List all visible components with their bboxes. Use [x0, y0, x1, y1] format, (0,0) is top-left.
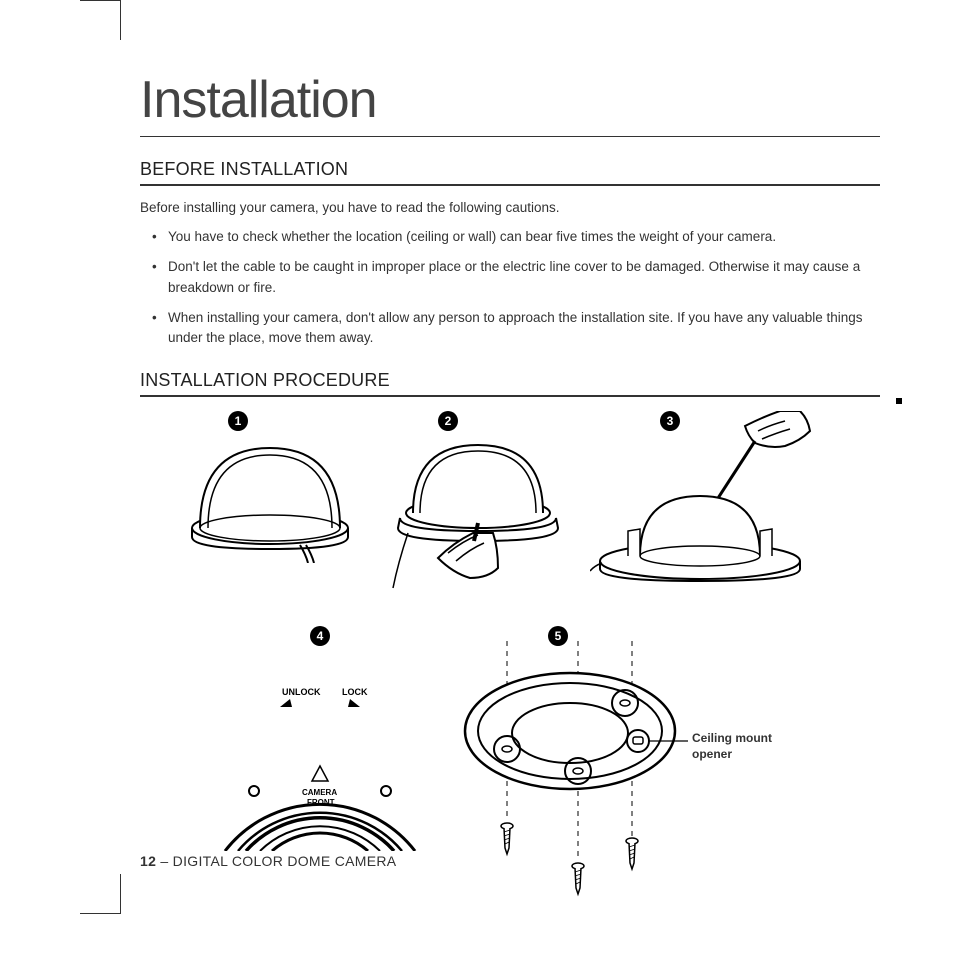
list-item: Don't let the cable to be caught in impr… — [168, 257, 880, 298]
before-heading: BEFORE INSTALLATION — [140, 159, 880, 186]
svg-text:FRONT: FRONT — [307, 798, 335, 807]
procedure-heading: INSTALLATION PROCEDURE — [140, 370, 880, 397]
step-5-illustration — [450, 641, 690, 901]
ceiling-mount-label: Ceiling mount opener — [692, 731, 802, 762]
list-item: You have to check whether the location (… — [168, 227, 880, 247]
step-3-illustration — [590, 411, 840, 591]
list-item: When installing your camera, don't allow… — [168, 308, 880, 349]
step-badge-1: 1 — [228, 411, 248, 431]
svg-text:CAMERA: CAMERA — [302, 788, 337, 797]
svg-text:LOCK: LOCK — [342, 687, 368, 697]
page-number: 12 — [140, 853, 156, 869]
step-4-illustration: UNLOCK LOCK CAMERA FRONT — [210, 651, 430, 851]
svg-text:UNLOCK: UNLOCK — [282, 687, 321, 697]
step-badge-2: 2 — [438, 411, 458, 431]
crop-mark-top — [80, 0, 120, 1]
page-content: Installation BEFORE INSTALLATION Before … — [140, 70, 880, 891]
footer-sep: – — [156, 853, 172, 869]
tab-marker — [896, 398, 902, 404]
step-badge-4: 4 — [310, 626, 330, 646]
page-footer: 12 – DIGITAL COLOR DOME CAMERA — [140, 853, 396, 869]
procedure-diagrams: 1 2 3 — [140, 411, 880, 891]
caution-list: You have to check whether the location (… — [140, 227, 880, 348]
before-intro: Before installing your camera, you have … — [140, 200, 880, 215]
step-1-illustration — [180, 433, 360, 563]
step-2-illustration — [378, 433, 578, 593]
product-name: DIGITAL COLOR DOME CAMERA — [173, 853, 397, 869]
page-title: Installation — [140, 70, 880, 137]
crop-mark-bottom — [80, 913, 120, 914]
